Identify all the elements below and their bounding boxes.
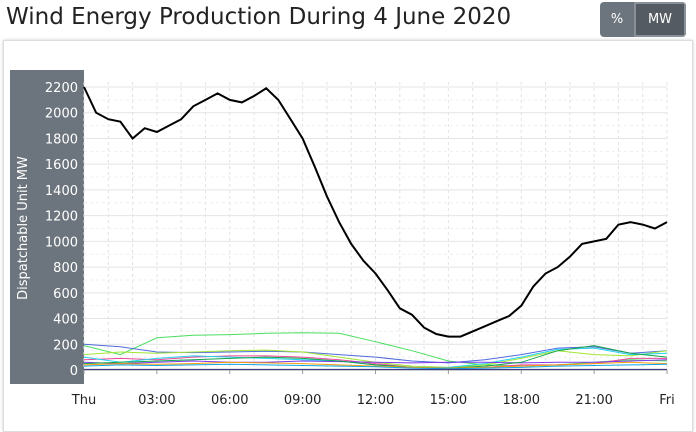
y-axis-panel — [10, 70, 84, 384]
unit-series-line-7 — [83, 361, 668, 369]
x-tick-label: 12:00 — [357, 393, 394, 408]
y-tick-label: 1600 — [45, 158, 78, 173]
total-series-line — [83, 86, 668, 338]
unit-series-line-8 — [83, 363, 668, 370]
y-tick-label: 1800 — [45, 132, 78, 147]
y-axis-label: Dispatchable Unit MW — [16, 156, 31, 300]
y-tick-label: 200 — [53, 338, 78, 353]
x-tick-label: 15:00 — [430, 393, 467, 408]
unit-series-line-5 — [83, 359, 668, 365]
x-tick-label: 21:00 — [575, 393, 612, 408]
unit-toggle: % MW — [600, 2, 686, 37]
page-title: Wind Energy Production During 4 June 202… — [6, 4, 512, 30]
wind-chart: 0 200 400 600 800 1000 1200 1400 1600 1800 2000 220… — [10, 70, 675, 408]
percent-button[interactable]: % — [600, 2, 634, 37]
x-tick-label: Fri — [659, 393, 675, 408]
x-tick-label: 18:00 — [503, 393, 540, 408]
x-tick-label: 09:00 — [284, 393, 321, 408]
y-tick-label: 0 — [70, 364, 78, 379]
y-tick-label: 2000 — [45, 107, 78, 122]
y-tick-label: 400 — [53, 313, 78, 328]
x-tick-label: 06:00 — [211, 393, 248, 408]
x-tick-label: Thu — [71, 393, 96, 408]
mw-button[interactable]: MW — [634, 2, 686, 37]
unit-series-line-0 — [83, 332, 668, 367]
y-tick-label: 2200 — [45, 81, 78, 96]
y-tick-label: 1400 — [45, 184, 78, 199]
y-tick-label: 1000 — [45, 235, 78, 250]
x-tick-label: 03:00 — [138, 393, 175, 408]
y-tick-label: 1200 — [45, 210, 78, 225]
y-tick-label: 800 — [53, 261, 78, 276]
unit-series-line-6 — [83, 345, 668, 369]
y-tick-label: 600 — [53, 287, 78, 302]
